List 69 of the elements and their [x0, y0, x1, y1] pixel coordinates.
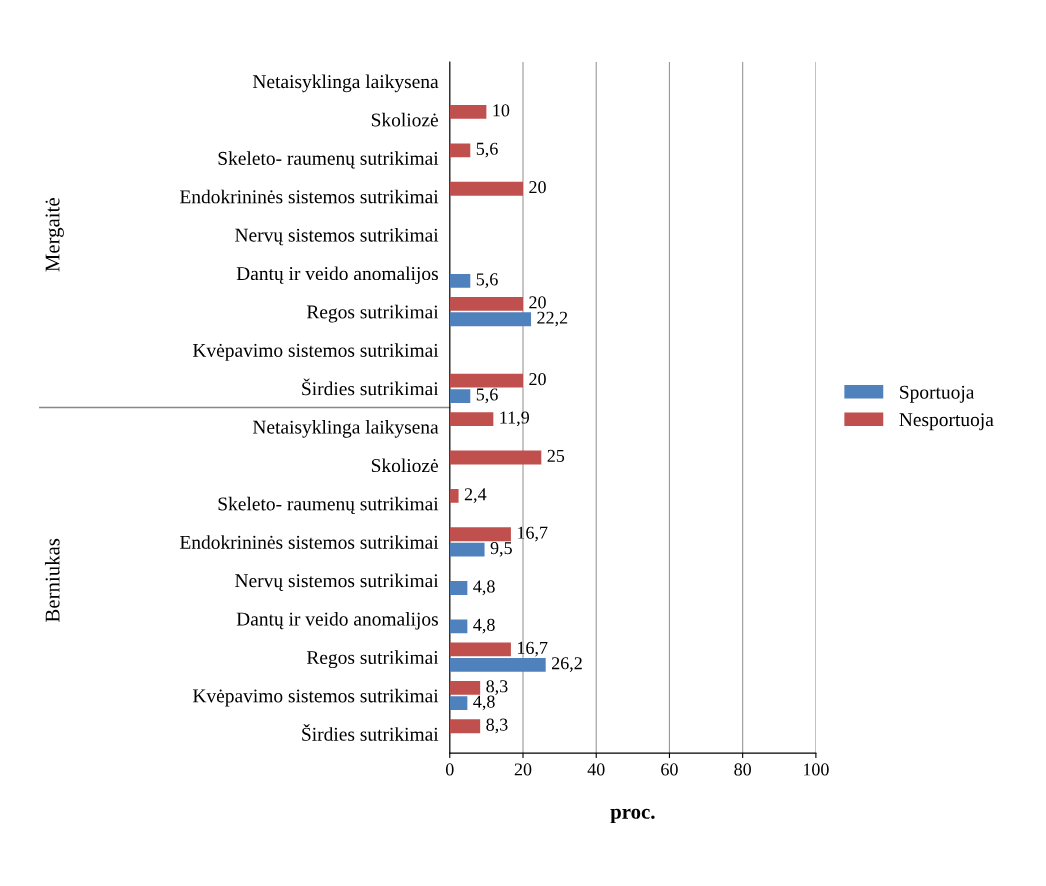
- bar: [449, 389, 471, 403]
- data-label: 25: [547, 449, 565, 462]
- bar: [449, 642, 511, 657]
- data-label: 20: [529, 373, 546, 386]
- y-tick-label: Skeleto- raumenų sutrikimai: [218, 151, 439, 169]
- legend-label: Nesportuoja: [899, 413, 994, 431]
- data-label: 5,6: [476, 273, 498, 288]
- bar: [449, 273, 471, 288]
- data-label: 4,8: [473, 695, 495, 711]
- y-tick-label: Kvėpavimo sistemos sutrikimai: [192, 688, 439, 707]
- y-tick-label: Širdies sutrikimai: [302, 378, 439, 396]
- x-tick-label: 0: [445, 763, 454, 776]
- y-tick-label: Netaisyklinga laikysena: [252, 420, 439, 438]
- y-tick-label: Skoliozė: [371, 458, 438, 473]
- data-label: 8,3: [486, 680, 508, 695]
- bar: [449, 719, 481, 734]
- bar: [449, 581, 468, 595]
- y-tick-label: Kvėpavimo sistemos sutrikimai: [192, 343, 439, 361]
- bar: [449, 542, 485, 557]
- x-tick-label: 100: [803, 763, 829, 776]
- data-label: 11,9: [500, 411, 530, 427]
- data-label: 16,7: [518, 641, 548, 657]
- y-tick-label: Skeleto- raumenų sutrikimai: [218, 496, 439, 515]
- bar: [449, 296, 523, 311]
- text: Mergaitė: [45, 198, 64, 272]
- legend-label: Sportuoja: [900, 385, 975, 403]
- data-label: 8,3: [486, 718, 508, 734]
- data-label: 5,6: [476, 388, 498, 404]
- data-label: 9,5: [490, 542, 512, 557]
- y-tick-label: Dantų ir veido anomalijos: [236, 611, 438, 630]
- bar: [449, 181, 523, 196]
- y-tick-label: Endokrininės sistemos sutrikimai: [179, 535, 439, 549]
- bar: [449, 312, 532, 327]
- bar: [449, 143, 471, 158]
- data-label: 4,8: [473, 618, 495, 634]
- bar: [449, 527, 511, 542]
- x-tick-label: 60: [661, 763, 678, 776]
- y-tick-label: Skoliozė: [371, 112, 438, 127]
- data-label: 16,7: [518, 526, 548, 542]
- x-axis-title: proc.: [610, 808, 655, 824]
- data-label: 22,2: [537, 311, 568, 327]
- bar: [449, 657, 546, 672]
- y-tick-label: Endokrininės sistemos sutrikimai: [179, 189, 439, 204]
- data-label: 2,4: [464, 488, 487, 503]
- bar: [449, 105, 487, 119]
- bar: [449, 373, 523, 388]
- data-label: 5,6: [476, 142, 498, 158]
- y-tick-label: Netaisyklinga laikysena: [252, 74, 439, 93]
- y-tick-label: Nervų sistemos sutrikimai: [235, 228, 439, 246]
- y-tick-label: Regos sutrikimai: [306, 304, 439, 323]
- data-label: 26,2: [551, 657, 582, 672]
- x-tick-label: 20: [514, 763, 532, 776]
- y-tick-label: Dantų ir veido anomalijos: [236, 266, 438, 285]
- x-tick-label: 40: [587, 763, 605, 776]
- y-tick-label: Nervų sistemos sutrikimai: [235, 573, 439, 591]
- data-label: 20: [529, 181, 546, 194]
- text: Berniukas: [44, 538, 60, 622]
- x-tick-label: 80: [734, 763, 751, 776]
- bar: [449, 680, 481, 695]
- bar: [449, 488, 459, 503]
- data-label: 20: [529, 296, 546, 309]
- y-tick-label: Regos sutrikimai: [306, 650, 439, 669]
- bar: [449, 412, 494, 426]
- data-label: 10: [493, 104, 510, 117]
- bar: [449, 619, 468, 634]
- bar: [449, 696, 468, 711]
- data-label: 4,8: [473, 580, 495, 596]
- y-tick-label: Širdies sutrikimai: [302, 724, 439, 741]
- bar: [449, 450, 542, 465]
